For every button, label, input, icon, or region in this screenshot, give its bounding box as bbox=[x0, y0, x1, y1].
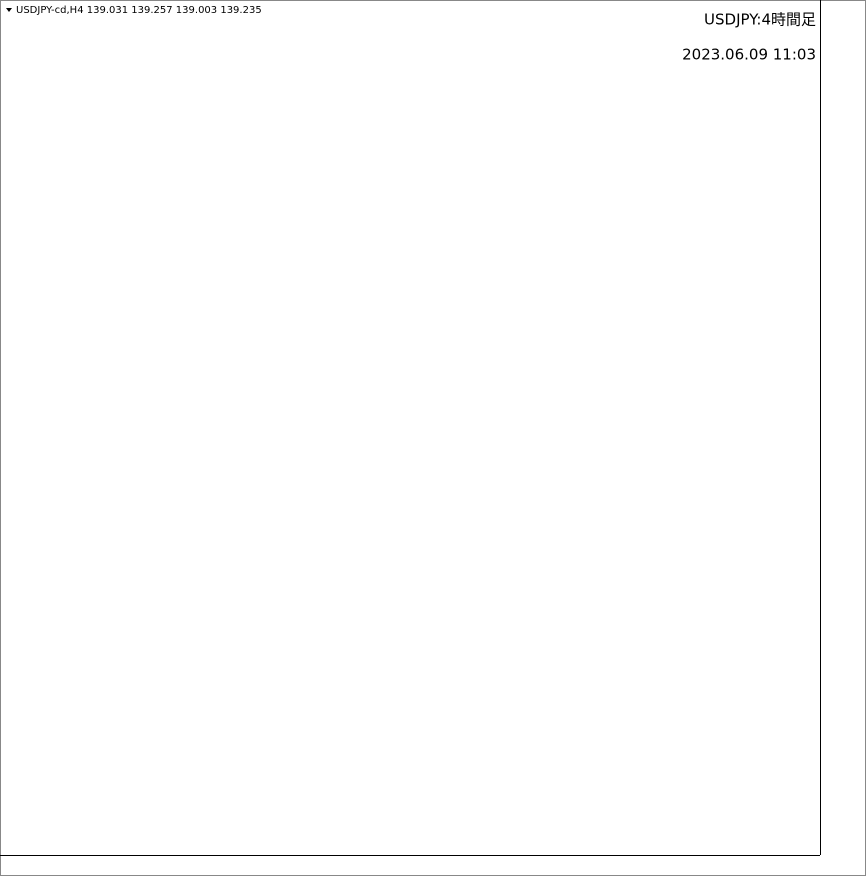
chart-subtitle: 2023.06.09 11:03 bbox=[682, 46, 816, 64]
header: USDJPY-cd,H4 139.031 139.257 139.003 139… bbox=[16, 5, 262, 16]
header-triangle bbox=[6, 8, 12, 12]
chart-title: USDJPY:4時間足 bbox=[704, 11, 816, 29]
